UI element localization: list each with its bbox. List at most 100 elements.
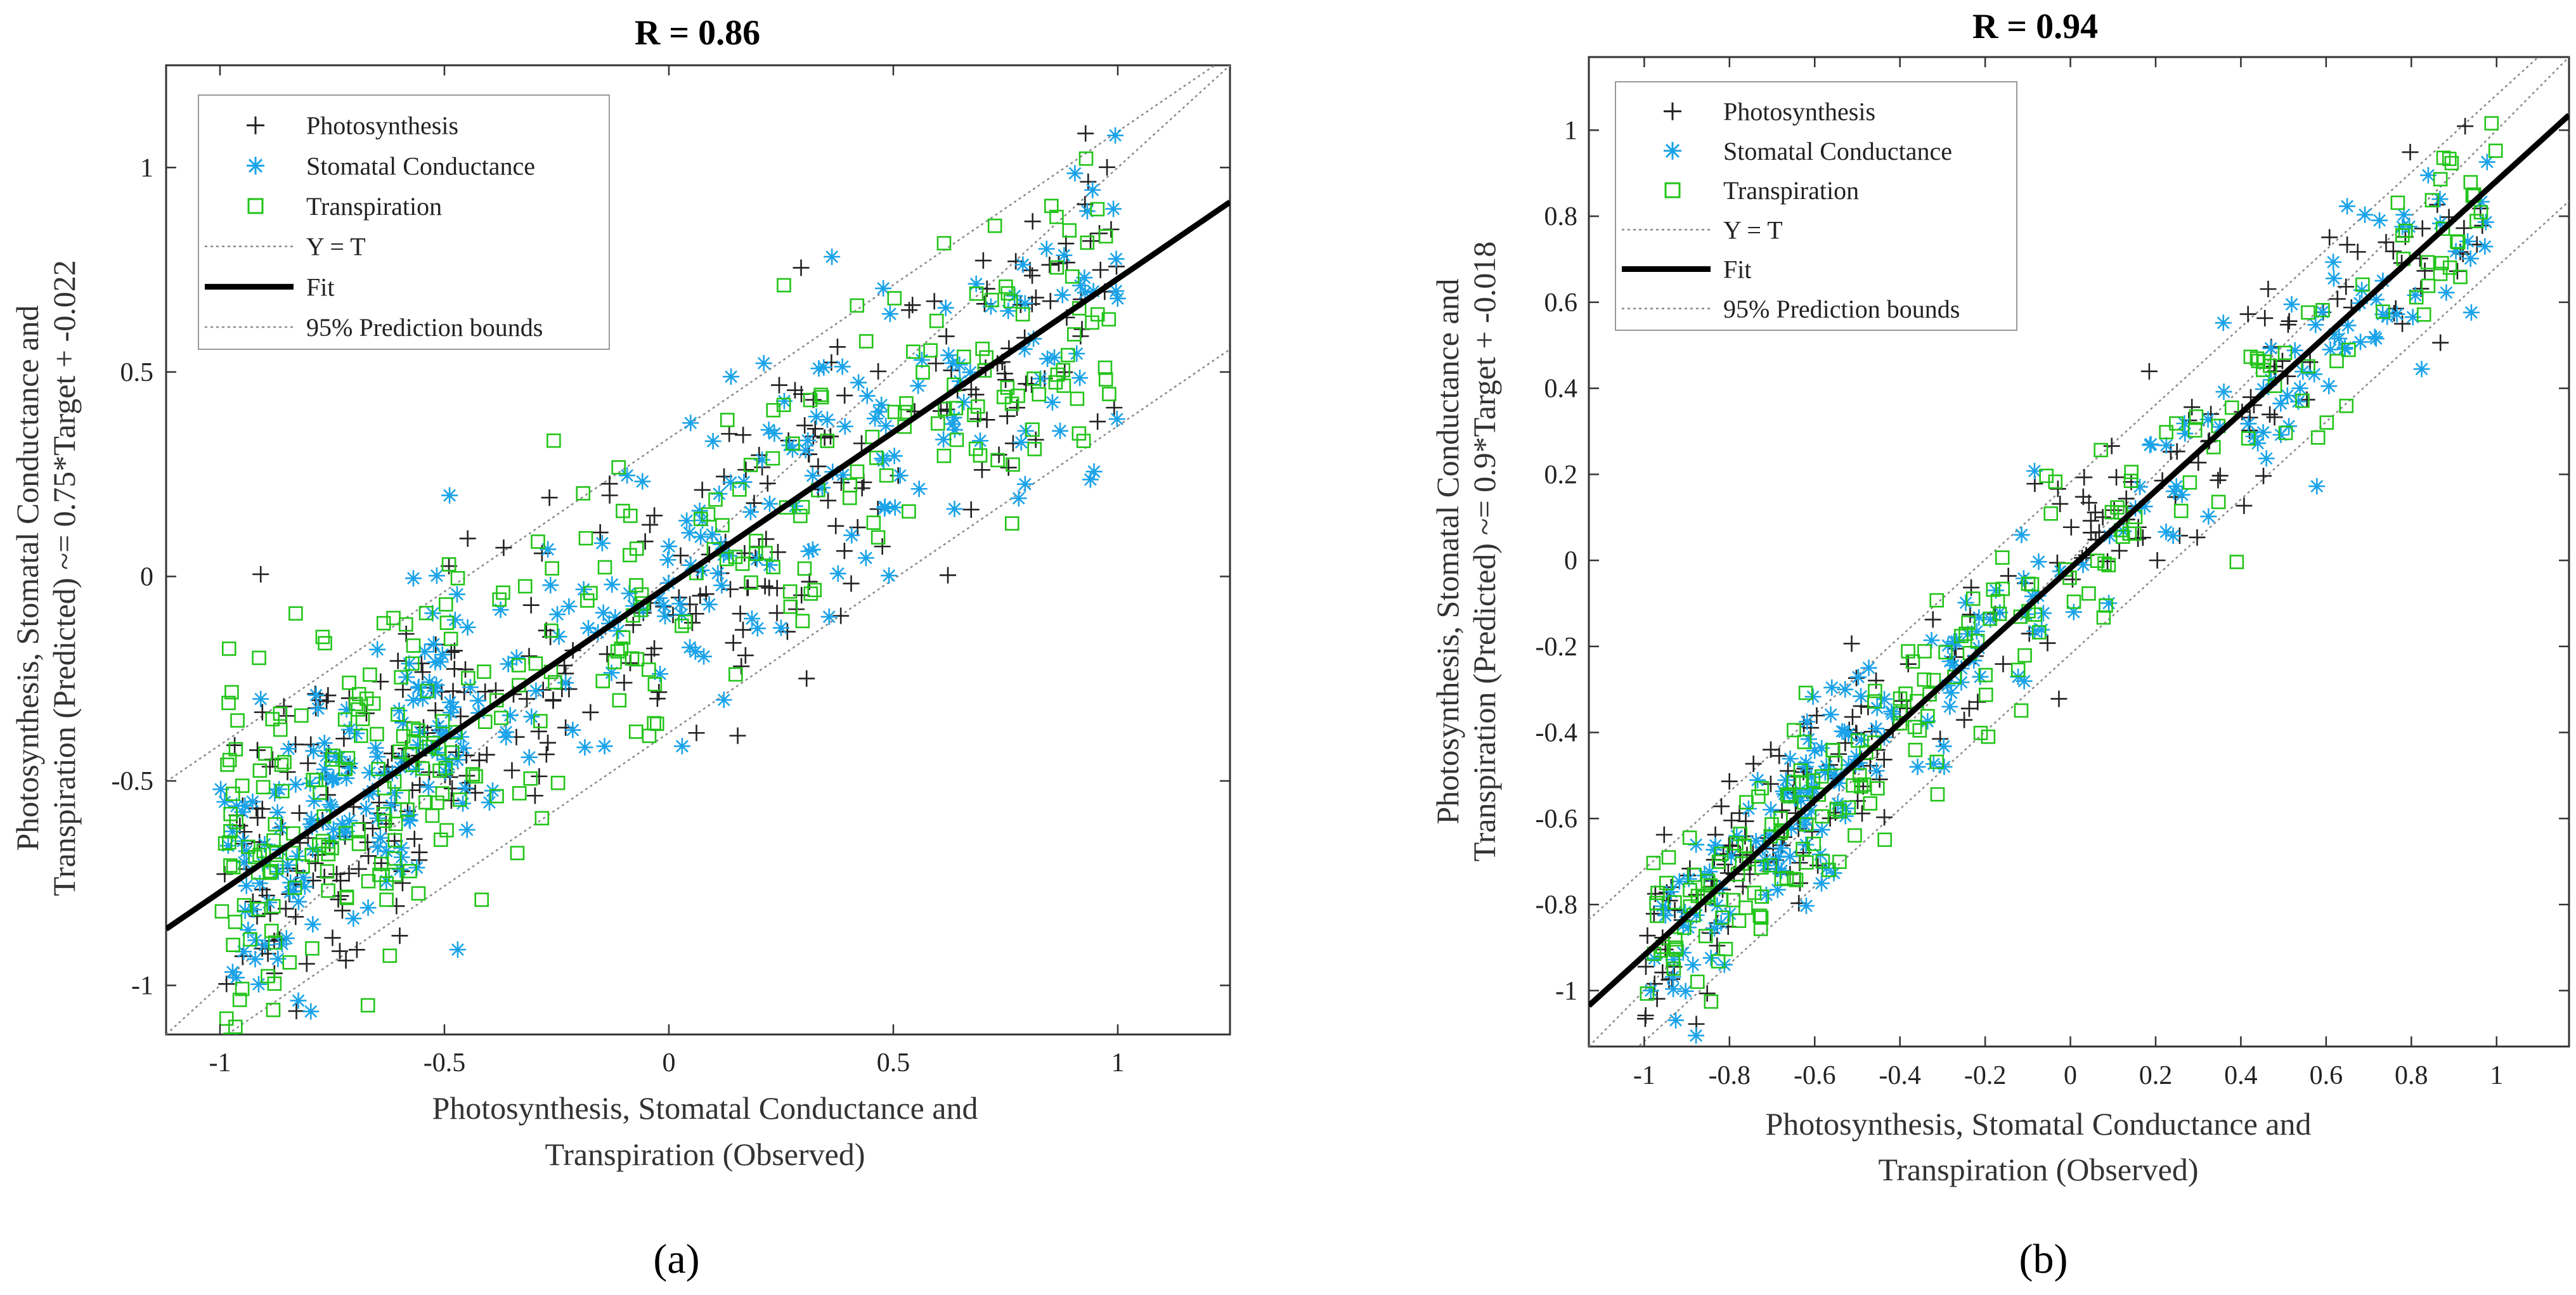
panel-a-point-transpiration <box>251 901 266 917</box>
panel-b-point-transpiration <box>2315 302 2330 318</box>
panel-b-y-tick-label: -0.6 <box>1536 804 1578 834</box>
panel-b-point-transpiration <box>2433 172 2448 187</box>
panel-a-point-stomatal-conductance <box>1108 411 1125 428</box>
panel-a-point-stomatal-conductance <box>549 606 566 623</box>
panel-a-point-stomatal-conductance <box>420 778 437 796</box>
panel-a-point-transpiration <box>394 670 408 685</box>
panel-a-point-transpiration <box>579 593 595 608</box>
panel-b-point-stomatal-conductance <box>1707 837 1724 854</box>
panel-a-point-stomatal-conductance <box>445 699 462 716</box>
panel-b-point-transpiration <box>1912 723 1927 738</box>
panel-a-point-transpiration <box>461 671 476 686</box>
panel-a-x-tick-label: -1 <box>209 1048 231 1078</box>
panel-a-point-stomatal-conductance <box>348 725 365 742</box>
panel-a-point-stomatal-conductance <box>634 473 651 490</box>
panel-a-point-photosynthesis <box>487 682 504 699</box>
panel-a-point-transpiration <box>496 585 510 600</box>
panel-a-legend-photosynthesis-label: Photosynthesis <box>306 112 458 140</box>
panel-b-legend-photosynthesis-label: Photosynthesis <box>1723 98 1875 126</box>
panel-a-point-stomatal-conductance <box>269 804 286 821</box>
panel-a-point-transpiration <box>517 579 533 594</box>
panel-b-point-photosynthesis <box>1956 711 1973 728</box>
panel-a-point-photosynthesis <box>335 730 353 747</box>
panel-a-point-stomatal-conductance <box>813 479 831 496</box>
panel-b-point-stomatal-conductance <box>1853 688 1870 705</box>
panel-a-point-photosynthesis <box>599 645 616 662</box>
panel-b-point-transpiration <box>2395 228 2410 243</box>
panel-a-point-stomatal-conductance <box>316 735 333 752</box>
panel-b-point-stomatal-conductance <box>2431 191 2449 208</box>
panel-a-point-transpiration <box>1048 375 1063 390</box>
panel-a-point-transpiration <box>325 748 340 763</box>
panel-b-point-transpiration <box>1848 828 1862 843</box>
panel-a-point-transpiration <box>228 915 243 929</box>
panel-b-point-stomatal-conductance <box>1853 731 1870 749</box>
panel-b-point-stomatal-conductance <box>2215 314 2232 332</box>
panel-b-point-transpiration <box>2435 221 2450 236</box>
panel-a-point-photosynthesis <box>1092 261 1109 278</box>
panel-b-point-photosynthesis <box>1876 809 1893 826</box>
panel-a-plot-area: -1 -0.5 0 0.5 1 -1 -0.5 0 0.5 1 Photosynthesis Stom… <box>112 64 1231 1078</box>
panel-a-point-photosynthesis <box>874 538 891 555</box>
panel-b-ylabel-line2: Transpiration (Predicted) ~= 0.9*Target … <box>1466 242 1502 861</box>
panel-b-x-tick-label: 0.6 <box>2310 1061 2343 1090</box>
panel-a-point-stomatal-conductance <box>484 782 501 799</box>
panel-a-point-transpiration <box>425 808 440 823</box>
panel-b-x-tick-label: -0.8 <box>1709 1061 1751 1090</box>
panel-b-point-stomatal-conductance <box>1813 740 1830 757</box>
panel-b-point-photosynthesis <box>2134 529 2151 546</box>
panel-b-point-transpiration <box>1729 836 1744 851</box>
panel-b-point-photosynthesis <box>1900 655 1917 673</box>
panel-a-point-transpiration <box>1004 516 1019 531</box>
panel-b-point-transpiration <box>1666 951 1681 967</box>
panel-a-caption: (a) <box>653 1236 699 1282</box>
panel-a-point-transpiration <box>243 932 257 947</box>
panel-a-point-transpiration <box>936 236 952 251</box>
panel-a-point-transpiration <box>223 1032 238 1034</box>
panel-a-point-stomatal-conductance <box>278 930 295 947</box>
panel-a-point-stomatal-conductance <box>216 794 233 811</box>
panel-b-y-tick-label: -0.4 <box>1536 719 1578 748</box>
panel-b-point-stomatal-conductance <box>2388 306 2405 323</box>
panel-b-point-transpiration <box>1797 735 1812 749</box>
panel-b-point-transpiration <box>2319 415 2334 430</box>
panel-a-point-photosynthesis <box>870 363 887 380</box>
panel-b-point-stomatal-conductance <box>2407 287 2424 304</box>
panel-b-point-photosynthesis <box>2301 354 2319 371</box>
panel-a-point-stomatal-conductance <box>655 597 672 614</box>
panel-b-point-transpiration <box>1754 781 1770 796</box>
panel-b-point-transpiration <box>1787 723 1801 738</box>
panel-a-point-stomatal-conductance <box>829 565 846 582</box>
panel-a-point-transpiration <box>813 387 828 403</box>
panel-b-point-stomatal-conductance <box>1671 873 1688 890</box>
panel-b-point-transpiration <box>1733 827 1748 841</box>
panel-a-point-photosynthesis <box>1042 293 1059 310</box>
panel-a-point-transpiration <box>386 610 401 626</box>
panel-a-point-stomatal-conductance <box>1066 165 1084 182</box>
panel-a-point-transpiration <box>547 674 562 690</box>
panel-a-point-stomatal-conductance <box>787 498 804 515</box>
panel-b-point-transpiration <box>2310 430 2326 445</box>
panel-b-point-stomatal-conductance <box>2249 435 2267 452</box>
panel-a-point-transpiration <box>612 693 627 708</box>
panel-a-point-photosynthesis <box>976 295 993 312</box>
panel-a-point-stomatal-conductance <box>1077 284 1094 301</box>
panel-a-point-transpiration <box>647 677 663 692</box>
panel-a-point-transpiration <box>728 667 743 682</box>
panel-a-point-photosynthesis <box>637 533 654 550</box>
panel-a-point-transpiration <box>418 795 433 810</box>
panel-a-point-transpiration <box>1065 269 1080 284</box>
panel-b-point-transpiration <box>1711 854 1726 869</box>
panel-a-point-photosynthesis <box>1004 435 1021 452</box>
panel-a-point-transpiration <box>387 851 402 866</box>
panel-b-lower-prediction-bound <box>1637 200 2569 1047</box>
panel-a-point-stomatal-conductance <box>1082 471 1099 488</box>
panel-a-point-stomatal-conductance <box>754 451 771 468</box>
panel-a-point-stomatal-conductance <box>619 467 636 484</box>
panel-a-point-transpiration <box>453 792 467 807</box>
panel-a-point-photosynthesis <box>756 577 773 595</box>
panel-a-point-transpiration <box>230 713 245 728</box>
panel-b-point-stomatal-conductance <box>2320 378 2338 395</box>
panel-b-point-transpiration <box>1990 594 2005 609</box>
panel-b-point-stomatal-conductance <box>2294 363 2312 380</box>
